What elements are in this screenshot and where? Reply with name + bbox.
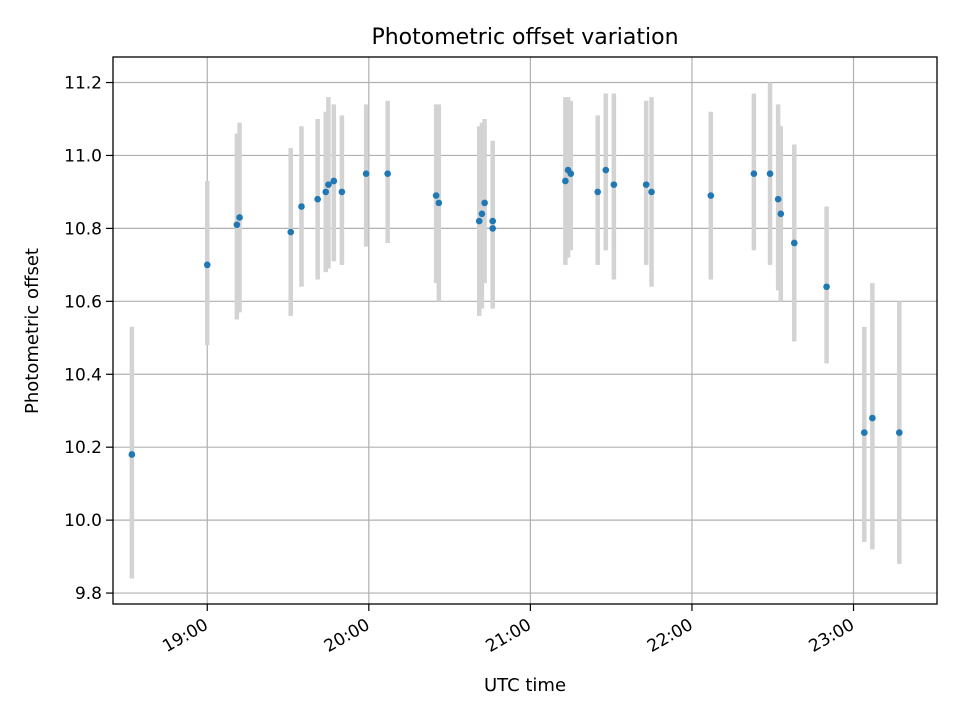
data-point [567,170,575,177]
data-point [774,195,782,203]
y-tick-label: 10.4 [64,365,102,385]
chart-title: Photometric offset variation [371,25,678,50]
data-point [489,217,496,225]
y-tick-label: 10.8 [64,219,102,239]
y-tick-label: 11.2 [64,74,102,94]
data-point [384,170,391,177]
data-point [707,192,715,199]
x-axis-label: UTC time [484,675,566,696]
y-tick-label: 11.0 [64,146,102,166]
data-point [823,283,830,291]
data-point [790,239,798,247]
data-point [860,429,868,436]
data-point [435,199,443,207]
data-point [128,451,136,458]
data-point [896,429,903,436]
y-axis-ticks: 9.8 10.0 10.2 10.4 10.6 10.8 11.0 11.2 [64,74,113,604]
data-point [236,214,243,221]
data-point [322,188,330,196]
data-point [330,177,338,185]
data-point [602,166,610,174]
data-point [594,188,602,196]
y-tick-label: 10.6 [64,292,102,312]
data-point [362,170,370,177]
y-tick-label: 9.8 [75,584,102,604]
data-point [338,188,346,196]
data-point [287,228,295,236]
data-point [648,188,655,196]
data-point [325,181,332,188]
data-point [750,170,758,177]
data-points [128,166,903,458]
data-point [298,203,305,210]
data-point [642,181,650,188]
data-point [478,210,486,218]
data-point [610,181,618,188]
data-point [203,261,211,269]
data-point [481,199,488,207]
data-point [432,192,440,199]
plot-area-frame [112,56,938,605]
y-tick-label: 10.2 [64,438,102,458]
y-axis-label: Photometric offset [22,248,43,414]
data-point [562,177,569,185]
data-point [314,195,321,203]
data-point [766,170,774,177]
data-point [489,225,496,232]
data-point [869,414,876,422]
data-point [475,217,483,225]
data-point [777,210,785,218]
y-tick-label: 10.0 [64,511,102,531]
data-point [233,221,241,229]
grid-lines [113,57,937,604]
